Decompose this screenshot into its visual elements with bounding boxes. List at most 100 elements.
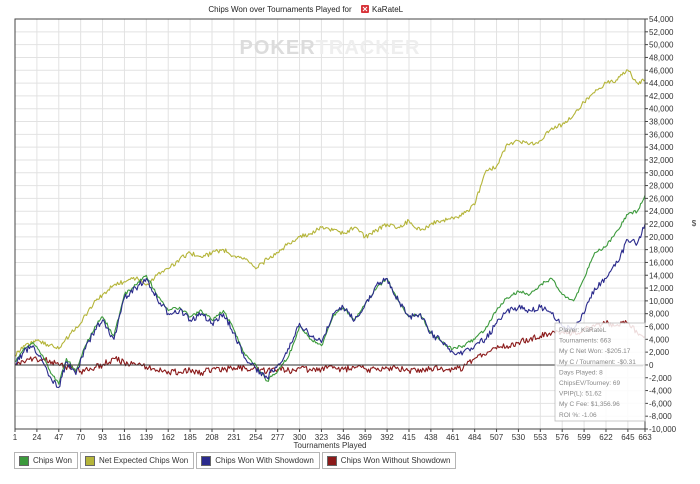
y-tick-label: 32,000 xyxy=(649,156,674,165)
y-tick-label: -4,000 xyxy=(649,387,672,396)
x-tick-label: 507 xyxy=(490,433,504,442)
x-tick-label: 277 xyxy=(271,433,285,442)
x-axis-title: Tournaments Played xyxy=(294,441,367,450)
y-tick-label: 38,000 xyxy=(649,118,674,127)
y-tick-label: 2,000 xyxy=(649,348,670,357)
x-tick-label: 553 xyxy=(534,433,548,442)
legend-swatch xyxy=(326,455,337,466)
x-tick-label: 231 xyxy=(227,433,241,442)
x-tick-label: 24 xyxy=(32,433,41,442)
x-tick-label: 622 xyxy=(599,433,613,442)
legend-swatch xyxy=(84,455,95,466)
y-tick-label: 10,000 xyxy=(649,297,674,306)
x-tick-label: 254 xyxy=(249,433,263,442)
y-tick-label: 18,000 xyxy=(649,246,674,255)
y-tick-label: 16,000 xyxy=(649,258,674,267)
tooltip-line: My C / Tournament: -$0.31 xyxy=(559,359,636,366)
legend-item[interactable]: Net Expected Chips Won xyxy=(79,452,195,469)
legend-label: Chips Won With Showdown xyxy=(215,456,314,465)
tooltip-line: VPIP(L): 51.62 xyxy=(559,391,602,398)
y-tick-label: 46,000 xyxy=(649,66,674,75)
y-tick-label: 52,000 xyxy=(649,28,674,37)
x-tick-label: 369 xyxy=(359,433,373,442)
y-tick-label: 24,000 xyxy=(649,207,674,216)
y-tick-label: 50,000 xyxy=(649,41,674,50)
x-tick-label: 576 xyxy=(556,433,570,442)
y-tick-label: 4,000 xyxy=(649,335,670,344)
y-tick-label: 30,000 xyxy=(649,169,674,178)
tooltip-box xyxy=(554,322,646,422)
y-tick-label: 40,000 xyxy=(649,105,674,114)
tooltip-lines: Player: KaRateL Tournaments: 663 My C Net … xyxy=(557,327,643,419)
y-tick-label: 36,000 xyxy=(649,130,674,139)
y-tick-label: 48,000 xyxy=(649,53,674,62)
tooltip-line: Player: KaRateL xyxy=(559,327,607,334)
y-tick-label: 20,000 xyxy=(649,233,674,242)
chart-player-name: KaRateL xyxy=(372,5,404,14)
y-axis-title: $ xyxy=(692,219,697,228)
y-axis: -10,000 -8,000 -6,000 -4,000 -2,000 0 2,000 4,0… xyxy=(645,15,677,434)
x-tick-label: 1 xyxy=(13,433,18,442)
hover-tooltip: Player: KaRateL Tournaments: 663 My C Net … xyxy=(554,322,646,422)
legend-label: Chips Won xyxy=(33,456,72,465)
x-tick-label: 93 xyxy=(98,433,107,442)
y-tick-label: 26,000 xyxy=(649,194,674,203)
series-layer xyxy=(14,69,646,388)
x-tick-label: 484 xyxy=(468,433,482,442)
x-tick-label: 47 xyxy=(54,433,63,442)
y-tick-label: 6,000 xyxy=(649,323,670,332)
x-tick-label: 438 xyxy=(424,433,438,442)
y-tick-label: 54,000 xyxy=(649,15,674,24)
tooltip-line: ROI %: -1.06 xyxy=(559,412,597,419)
y-tick-label: 8,000 xyxy=(649,310,670,319)
legend-label: Chips Won Without Showdown xyxy=(340,456,451,465)
watermark-part: P xyxy=(240,37,254,59)
x-tick-label: 208 xyxy=(205,433,219,442)
y-tick-label: 44,000 xyxy=(649,79,674,88)
x-tick-label: 70 xyxy=(76,433,85,442)
watermark-part: TRACKER xyxy=(316,37,421,59)
player-flag-icon xyxy=(361,5,369,13)
y-tick-label: -2,000 xyxy=(649,374,672,383)
x-tick-label: 323 xyxy=(315,433,329,442)
series-line xyxy=(14,320,646,376)
watermark: POKERTRACKER xyxy=(240,37,421,59)
tooltip-line: Days Played: 8 xyxy=(559,369,603,376)
x-tick-label: 530 xyxy=(512,433,526,442)
x-axis: 1 24 47 70 93 116 139 162 185 208 231 254 277 300 323 3… xyxy=(13,429,652,442)
x-tick-label: 663 xyxy=(638,433,652,442)
y-tick-label: 12,000 xyxy=(649,284,674,293)
legend: Chips Won Net Expected Chips Won Chips Won… xyxy=(14,452,458,469)
y-tick-label: 34,000 xyxy=(649,143,674,152)
chart-title-text: Chips Won over Tournaments Played for xyxy=(208,5,352,14)
x-tick-label: 162 xyxy=(162,433,176,442)
y-tick-label: 42,000 xyxy=(649,92,674,101)
x-tick-label: 461 xyxy=(446,433,460,442)
tooltip-line: Tournaments: 663 xyxy=(559,338,611,345)
legend-item[interactable]: Chips Won With Showdown xyxy=(196,452,320,469)
legend-label: Net Expected Chips Won xyxy=(98,456,189,465)
legend-swatch xyxy=(19,455,29,466)
watermark-part: OKER xyxy=(254,37,316,59)
tooltip-line: ChipsEV/Tourney: 69 xyxy=(559,380,620,387)
x-tick-label: 346 xyxy=(337,433,351,442)
x-tick-label: 645 xyxy=(621,433,635,442)
tooltip-line: My C Net Won: -$205.17 xyxy=(559,348,631,355)
legend-item[interactable]: Chips Won xyxy=(14,452,78,469)
x-tick-label: 300 xyxy=(293,433,307,442)
x-tick-label: 392 xyxy=(380,433,394,442)
x-tick-label: 139 xyxy=(140,433,154,442)
series-line xyxy=(14,69,646,357)
y-tick-label: -8,000 xyxy=(649,412,672,421)
y-tick-label: -10,000 xyxy=(649,425,677,434)
x-tick-label: 415 xyxy=(402,433,416,442)
y-tick-label: 22,000 xyxy=(649,220,674,229)
legend-item[interactable]: Chips Won Without Showdown xyxy=(321,452,457,469)
chart-title: Chips Won over Tournaments Played for xyxy=(208,5,352,14)
y-tick-label: 14,000 xyxy=(649,271,674,280)
y-tick-label: -6,000 xyxy=(649,399,672,408)
legend-swatch xyxy=(201,455,212,466)
y-tick-label: 28,000 xyxy=(649,182,674,191)
